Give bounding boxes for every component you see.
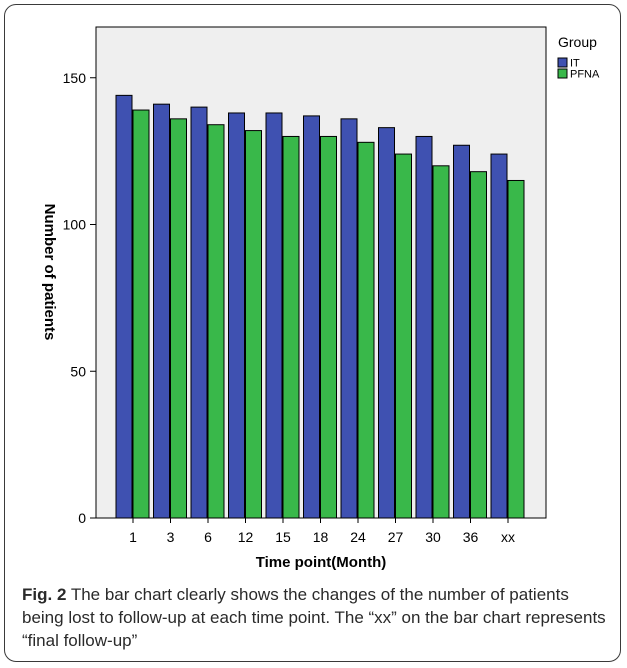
bar-it-6 <box>190 106 208 519</box>
bar-it-27 <box>378 127 395 519</box>
bar-it-30 <box>415 135 433 519</box>
bar-pfna-3 <box>170 118 187 519</box>
y-tick-label: 50 <box>70 363 86 379</box>
legend-swatch-pfna <box>557 68 568 79</box>
bar-it-3 <box>153 103 170 519</box>
bar-pfna-27 <box>395 153 412 519</box>
bar-it-15 <box>265 112 283 519</box>
bar-it-1 <box>115 94 133 519</box>
bar-pfna-6 <box>207 124 225 519</box>
legend-label-pfna: PFNA <box>570 69 600 81</box>
bar-it-12 <box>228 112 245 519</box>
y-tick-label: 0 <box>78 510 86 526</box>
x-tick-label: 24 <box>350 529 366 545</box>
figure-caption: Fig. 2 The bar chart clearly shows the c… <box>22 583 607 652</box>
x-tick-label: xx <box>501 529 515 545</box>
bar-pfna-12 <box>245 130 262 519</box>
y-tick-label: 100 <box>63 217 87 233</box>
y-axis-label: Number of patients <box>41 204 58 341</box>
bar-pfna-xx <box>507 179 525 519</box>
x-tick-label: 3 <box>167 529 175 545</box>
x-tick-label: 36 <box>463 529 479 545</box>
y-tick-label: 150 <box>63 70 87 86</box>
legend-swatch-it <box>557 57 568 68</box>
bar-pfna-30 <box>432 165 450 519</box>
x-tick-label: 1 <box>129 529 137 545</box>
caption-label: Fig. 2 <box>22 585 67 604</box>
x-tick-label: 6 <box>204 529 212 545</box>
x-tick-label: 30 <box>425 529 441 545</box>
bar-pfna-36 <box>470 171 487 519</box>
caption-text: The bar chart clearly shows the changes … <box>22 585 606 650</box>
legend-title: Group <box>558 34 597 50</box>
x-tick-label: 18 <box>313 529 329 545</box>
x-axis-label: Time point(Month) <box>256 554 387 571</box>
legend-label-it: IT <box>570 58 580 70</box>
x-tick-label: 15 <box>275 529 291 545</box>
bar-it-24 <box>340 118 358 519</box>
bar-it-36 <box>453 144 470 519</box>
x-tick-label: 27 <box>388 529 404 545</box>
bar-pfna-18 <box>320 135 337 519</box>
bar-pfna-1 <box>132 109 150 519</box>
bar-pfna-24 <box>357 141 375 519</box>
bar-it-xx <box>490 153 508 519</box>
bar-it-18 <box>303 115 320 519</box>
x-tick-label: 12 <box>238 529 254 545</box>
bar-pfna-15 <box>282 135 300 519</box>
